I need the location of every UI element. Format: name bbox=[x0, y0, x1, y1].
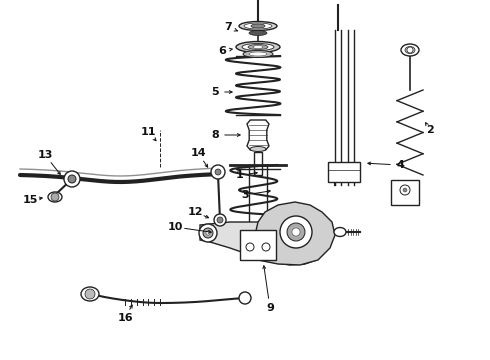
Polygon shape bbox=[247, 120, 269, 150]
Bar bbox=[249, 165, 267, 255]
Ellipse shape bbox=[48, 192, 62, 202]
Text: 10: 10 bbox=[167, 222, 183, 232]
Text: 15: 15 bbox=[23, 195, 38, 205]
Polygon shape bbox=[255, 202, 335, 265]
Circle shape bbox=[292, 228, 300, 236]
Text: 1: 1 bbox=[236, 170, 244, 180]
Text: 13: 13 bbox=[37, 150, 53, 160]
Circle shape bbox=[68, 175, 76, 183]
Circle shape bbox=[217, 217, 223, 223]
Circle shape bbox=[51, 193, 59, 201]
Circle shape bbox=[64, 171, 80, 187]
Bar bbox=[254, 152, 262, 175]
Circle shape bbox=[85, 289, 95, 299]
Circle shape bbox=[214, 214, 226, 226]
Ellipse shape bbox=[401, 44, 419, 56]
Circle shape bbox=[246, 243, 254, 251]
Ellipse shape bbox=[334, 228, 346, 237]
Ellipse shape bbox=[236, 41, 280, 53]
Text: 11: 11 bbox=[140, 127, 156, 137]
Text: 8: 8 bbox=[211, 130, 219, 140]
Ellipse shape bbox=[249, 31, 267, 36]
Circle shape bbox=[287, 223, 305, 241]
Polygon shape bbox=[200, 222, 322, 265]
Ellipse shape bbox=[239, 22, 277, 31]
Text: 14: 14 bbox=[190, 148, 206, 158]
Text: 5: 5 bbox=[211, 87, 219, 97]
Circle shape bbox=[203, 228, 213, 238]
Ellipse shape bbox=[243, 50, 273, 58]
Circle shape bbox=[211, 165, 225, 179]
Ellipse shape bbox=[242, 44, 274, 50]
Text: 16: 16 bbox=[117, 313, 133, 323]
Circle shape bbox=[262, 243, 270, 251]
Text: 4: 4 bbox=[396, 160, 404, 170]
Ellipse shape bbox=[253, 45, 263, 49]
Circle shape bbox=[239, 292, 251, 304]
Circle shape bbox=[280, 216, 312, 248]
Ellipse shape bbox=[244, 23, 272, 29]
Bar bbox=[240, 230, 276, 260]
Text: 9: 9 bbox=[266, 303, 274, 313]
Bar bbox=[391, 180, 419, 205]
Circle shape bbox=[403, 188, 407, 192]
Ellipse shape bbox=[81, 287, 99, 301]
Circle shape bbox=[400, 185, 410, 195]
Ellipse shape bbox=[248, 45, 268, 50]
Circle shape bbox=[407, 47, 413, 53]
Ellipse shape bbox=[251, 24, 265, 28]
Circle shape bbox=[215, 169, 221, 175]
Text: 7: 7 bbox=[224, 22, 232, 32]
Circle shape bbox=[206, 231, 210, 235]
Bar bbox=[328, 162, 360, 182]
Text: 3: 3 bbox=[241, 190, 249, 200]
Text: 6: 6 bbox=[218, 46, 226, 56]
Text: 12: 12 bbox=[187, 207, 203, 217]
Text: 2: 2 bbox=[426, 125, 434, 135]
Ellipse shape bbox=[405, 46, 415, 54]
Ellipse shape bbox=[250, 147, 266, 152]
Ellipse shape bbox=[249, 52, 267, 56]
Circle shape bbox=[199, 224, 217, 242]
